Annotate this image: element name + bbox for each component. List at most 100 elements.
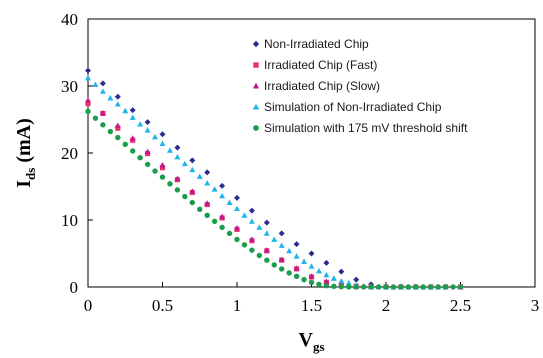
data-point xyxy=(122,107,129,114)
data-point xyxy=(107,128,114,135)
data-point xyxy=(137,121,144,127)
legend-item: Non-Irradiated Chip xyxy=(252,37,369,51)
data-point xyxy=(308,250,315,257)
data-point xyxy=(293,273,300,279)
data-point xyxy=(219,213,226,220)
data-point xyxy=(174,144,181,151)
data-point xyxy=(129,135,136,141)
data-point xyxy=(360,284,367,290)
data-point xyxy=(129,107,136,114)
legend-item: Simulation of Non-Irradiated Chip xyxy=(252,100,442,114)
data-point xyxy=(122,141,128,147)
x-tick-label: 3 xyxy=(531,296,540,315)
data-point xyxy=(442,284,449,290)
legend-label: Simulation with 175 mV threshold shift xyxy=(264,121,468,135)
data-point xyxy=(308,263,315,269)
data-point xyxy=(323,259,330,266)
data-point xyxy=(316,281,322,288)
data-point xyxy=(144,127,151,133)
y-axis-title: Ids (mA) xyxy=(13,118,38,188)
x-tick-label: 2 xyxy=(382,296,391,315)
data-point xyxy=(204,180,211,186)
data-point xyxy=(264,257,270,263)
data-point xyxy=(353,284,359,290)
data-point xyxy=(234,194,240,201)
data-point xyxy=(107,95,114,101)
data-point xyxy=(368,284,374,290)
data-point xyxy=(346,284,352,290)
legend-marker xyxy=(253,62,259,68)
data-point xyxy=(271,236,278,242)
data-point xyxy=(130,148,136,154)
x-tick-label: 0.5 xyxy=(152,296,173,315)
data-point xyxy=(211,218,218,225)
data-point xyxy=(278,256,285,262)
data-point xyxy=(331,283,337,290)
data-point xyxy=(189,188,196,194)
data-point xyxy=(345,279,352,286)
legend-marker xyxy=(252,40,260,48)
data-point xyxy=(315,267,322,274)
data-point xyxy=(197,206,203,212)
y-axis-title-sub: ds xyxy=(23,168,38,180)
data-point xyxy=(278,242,285,248)
legend-label: Non-Irradiated Chip xyxy=(264,37,369,51)
data-point xyxy=(144,148,151,155)
y-tick-label: 0 xyxy=(70,278,79,297)
y-axis-title-main: I xyxy=(13,180,35,188)
data-point xyxy=(196,173,203,179)
data-point xyxy=(338,283,344,290)
data-point xyxy=(99,80,106,87)
data-point xyxy=(99,109,106,116)
data-point xyxy=(114,101,121,107)
data-point xyxy=(137,154,143,161)
data-point xyxy=(129,114,136,120)
data-point xyxy=(85,97,91,103)
legend-item: Irradiated Chip (Fast) xyxy=(253,58,377,72)
data-point xyxy=(159,162,166,168)
data-point xyxy=(248,236,255,242)
legend-marker xyxy=(252,82,260,89)
legend-label: Irradiated Chip (Slow) xyxy=(264,79,380,93)
data-point xyxy=(390,284,397,290)
data-point xyxy=(219,192,226,199)
data-point xyxy=(189,199,195,206)
data-point xyxy=(286,270,292,276)
data-point xyxy=(435,284,441,290)
data-point xyxy=(457,284,464,290)
data-point xyxy=(159,165,166,171)
data-point xyxy=(323,271,330,278)
data-point xyxy=(85,74,91,81)
data-point xyxy=(115,125,121,131)
x-axis-title-main: V xyxy=(298,329,313,351)
data-point xyxy=(85,100,91,106)
data-point xyxy=(286,247,293,254)
x-tick-label: 1.5 xyxy=(301,296,322,315)
data-point xyxy=(398,284,404,290)
data-point xyxy=(174,154,181,160)
data-point xyxy=(115,134,121,141)
data-point xyxy=(166,147,173,153)
data-point xyxy=(100,122,106,128)
data-point xyxy=(204,200,211,206)
data-point xyxy=(159,174,166,180)
data-point xyxy=(167,181,173,187)
data-point xyxy=(114,93,121,100)
data-point xyxy=(159,140,166,147)
data-point xyxy=(420,284,426,290)
data-point xyxy=(204,212,210,219)
data-point xyxy=(248,218,255,224)
legend-marker xyxy=(252,103,260,110)
data-point xyxy=(174,175,181,181)
data-point xyxy=(182,193,188,200)
data-point xyxy=(338,277,345,284)
data-point xyxy=(152,133,159,140)
y-tick-label: 20 xyxy=(61,144,78,163)
data-point xyxy=(301,258,308,264)
data-point xyxy=(85,108,91,115)
data-point xyxy=(278,230,285,237)
data-point xyxy=(405,284,412,290)
data-point xyxy=(241,212,248,218)
data-point xyxy=(383,284,389,290)
